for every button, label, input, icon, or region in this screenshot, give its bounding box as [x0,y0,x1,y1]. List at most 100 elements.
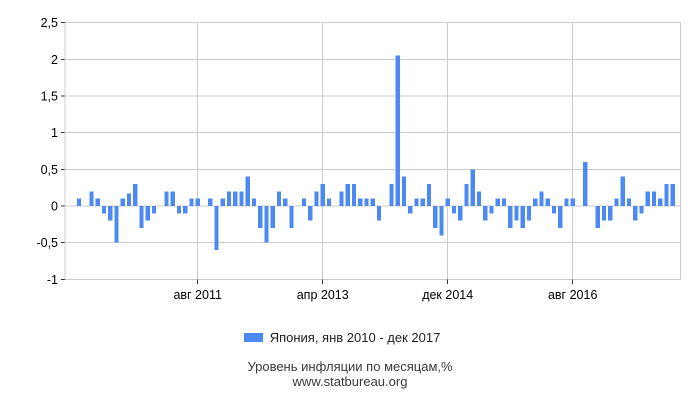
y-axis-label: -1 [47,273,58,287]
inflation-bar[interactable] [614,198,619,206]
inflation-bar[interactable] [545,198,550,206]
inflation-bar[interactable] [239,191,244,206]
inflation-bar[interactable] [501,198,507,206]
inflation-bar[interactable] [308,206,313,221]
inflation-bar[interactable] [276,191,282,206]
inflation-bar[interactable] [489,206,494,214]
inflation-bar[interactable] [395,55,400,206]
inflation-bar[interactable] [558,206,563,228]
inflation-bar[interactable] [664,184,669,206]
inflation-bar[interactable] [370,198,375,206]
inflation-bar[interactable] [626,198,632,206]
inflation-bar[interactable] [533,198,538,206]
inflation-bar[interactable] [114,206,119,243]
inflation-bar[interactable] [439,206,444,236]
inflation-bar[interactable] [514,206,519,221]
inflation-bar[interactable] [651,191,657,206]
inflation-bar[interactable] [389,184,394,206]
inflation-bar[interactable] [89,191,94,206]
inflation-bar[interactable] [470,169,475,206]
inflation-bar[interactable] [176,206,182,214]
inflation-bar[interactable] [570,198,575,206]
inflation-bar[interactable] [233,191,238,206]
inflation-bar[interactable] [245,176,250,206]
inflation-bar[interactable] [445,198,450,206]
x-axis-label: дек 2014 [422,288,473,302]
inflation-bar[interactable] [495,198,500,206]
inflation-bar[interactable] [508,206,513,228]
inflation-bar[interactable] [139,206,144,228]
inflation-bar[interactable] [526,206,532,221]
inflation-bar[interactable] [195,198,200,206]
inflation-bar[interactable] [458,206,463,221]
y-axis-label: 1 [51,126,58,140]
inflation-bar[interactable] [214,206,219,250]
inflation-bar[interactable] [220,198,225,206]
inflation-bar[interactable] [520,206,525,228]
inflation-bar[interactable] [608,206,613,221]
inflation-bar[interactable] [639,206,644,214]
inflation-bar[interactable] [258,206,263,228]
inflation-bar[interactable] [376,206,382,221]
inflation-bar[interactable] [339,191,344,206]
inflation-bar[interactable] [314,191,319,206]
y-axis-label: 0 [51,200,58,214]
inflation-bar[interactable] [476,191,482,206]
inflation-bar[interactable] [133,184,138,206]
inflation-bar[interactable] [183,206,188,214]
inflation-bar[interactable] [189,198,194,206]
inflation-bar[interactable] [320,184,325,206]
inflation-bar[interactable] [120,198,125,206]
y-axis-label: 0,5 [41,163,58,177]
inflation-bar[interactable] [426,184,432,206]
source-website: www.statbureau.org [292,373,408,389]
inflation-bar[interactable] [326,198,332,206]
inflation-bar[interactable] [451,206,457,214]
x-axis-label: авг 2016 [548,288,597,302]
inflation-bar[interactable] [414,198,419,206]
inflation-bar[interactable] [264,206,269,243]
inflation-bar[interactable] [564,198,569,206]
inflation-bar[interactable] [95,198,100,206]
inflation-bar[interactable] [76,198,82,206]
inflation-bar[interactable] [670,184,675,206]
inflation-bar[interactable] [170,191,175,206]
inflation-bar[interactable] [595,206,600,228]
inflation-bar[interactable] [583,162,588,206]
inflation-bar[interactable] [145,206,150,221]
y-axis-label: 2,5 [41,16,58,30]
inflation-bar[interactable] [226,191,232,206]
inflation-bar[interactable] [101,206,107,214]
inflation-bar[interactable] [345,184,350,206]
chart-subtitle: Уровень инфляции по месяцам,% [247,359,453,374]
inflation-bar[interactable] [164,191,169,206]
inflation-bar-chart: 2,5 2 1,5 1 0,5 0 -0,5 -1 авг 2011 апр 2013 дек 20… [36,16,681,302]
inflation-bar[interactable] [283,198,288,206]
chart-footer: Уровень инфляции по месяцам,% www.statbu… [0,359,700,389]
inflation-bar[interactable] [645,191,650,206]
inflation-bar[interactable] [126,193,132,206]
inflation-bar[interactable] [633,206,638,221]
inflation-bar[interactable] [551,206,557,214]
inflation-bar[interactable] [301,198,307,206]
inflation-bar[interactable] [401,176,407,206]
inflation-bar[interactable] [208,198,213,206]
inflation-bar[interactable] [601,206,607,221]
inflation-bar[interactable] [620,176,625,206]
inflation-bar[interactable] [658,198,663,206]
inflation-bar[interactable] [364,198,369,206]
inflation-bar[interactable] [433,206,438,228]
inflation-bar[interactable] [420,198,425,206]
inflation-bar[interactable] [351,184,357,206]
inflation-bar[interactable] [270,206,275,228]
inflation-bar[interactable] [108,206,113,221]
inflation-bar[interactable] [151,206,157,214]
inflation-bar[interactable] [483,206,488,221]
inflation-bar[interactable] [289,206,294,228]
inflation-bar[interactable] [464,184,469,206]
inflation-bar[interactable] [251,198,257,206]
inflation-bar[interactable] [408,206,413,214]
inflation-bar[interactable] [358,198,363,206]
inflation-bar[interactable] [539,191,544,206]
